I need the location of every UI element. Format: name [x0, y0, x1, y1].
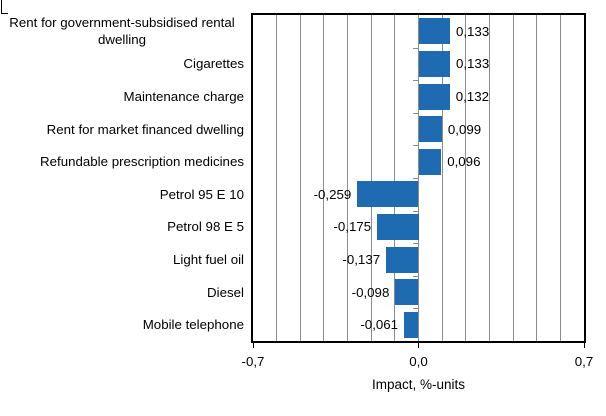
x-axis-tick-mark: [252, 343, 254, 348]
x-axis-tick-label: 0,7: [574, 354, 594, 369]
category-axis-tick: [413, 80, 418, 82]
category-label: Rent for market financed dwelling: [46, 121, 244, 137]
gridline: [559, 15, 561, 341]
value-label: -0,175: [333, 219, 372, 235]
bar: [418, 116, 442, 143]
bar: [418, 18, 450, 45]
category-axis-tick: [413, 145, 418, 147]
value-label: 0,096: [447, 154, 481, 170]
gridline: [347, 15, 349, 341]
zero-axis-line: [418, 15, 419, 341]
gridline: [394, 15, 396, 341]
gridline: [488, 15, 490, 341]
bar: [357, 181, 419, 208]
category-row: Cigarettes: [0, 48, 244, 81]
value-label: 0,133: [455, 56, 490, 72]
x-axis-title: Impact, %-units: [371, 377, 466, 392]
category-axis-tick: [413, 275, 418, 277]
gridline: [465, 15, 467, 341]
value-label: -0,061: [360, 317, 399, 333]
category-row: Rent for government-subsidised rental dw…: [0, 15, 244, 48]
category-axis-tick: [413, 47, 418, 49]
bar: [377, 213, 419, 240]
category-label: Maintenance charge: [123, 88, 245, 104]
category-row: Petrol 95 E 10: [0, 178, 244, 211]
value-label: -0,259: [313, 186, 352, 202]
category-row: Diesel: [0, 276, 244, 309]
category-row: Maintenance charge: [0, 80, 245, 113]
value-label: 0,132: [455, 89, 489, 104]
value-label: 0,099: [447, 121, 482, 137]
value-label: -0,098: [351, 284, 390, 300]
category-row: Rent for market financed dwelling: [0, 113, 244, 146]
gridline: [323, 15, 325, 341]
category-label: Diesel: [207, 284, 244, 300]
gridline: [299, 15, 301, 341]
plot-area: 0,133 0,133 0,132 0,099 0,096 -0,259 -0,175 -0,…: [251, 13, 586, 348]
category-row: Petrol 98 E 5: [0, 211, 244, 244]
category-label: Light fuel oil: [173, 251, 244, 267]
x-axis-tick-label: -0,7: [241, 354, 265, 369]
value-label: 0,133: [455, 23, 490, 39]
category-label: Mobile telephone: [142, 317, 244, 333]
gridline: [512, 15, 514, 341]
bar: [418, 83, 450, 110]
x-axis-tick-mark: [418, 343, 419, 348]
category-axis-tick: [413, 178, 418, 179]
bar: [418, 50, 450, 77]
bar: [395, 279, 419, 306]
gridline: [441, 15, 443, 341]
category-axis-tick: [413, 112, 418, 114]
category-row: Light fuel oil: [0, 243, 244, 276]
category-axis-tick: [413, 243, 418, 245]
category-label: Rent for government-subsidised rental dw…: [9, 15, 235, 48]
gridline: [370, 15, 372, 341]
bar: [386, 246, 419, 273]
category-label: Petrol 95 E 10: [159, 186, 244, 202]
category-row: Mobile telephone: [0, 308, 244, 341]
x-axis-tick-label: 0,0: [409, 354, 428, 369]
bar: [418, 148, 442, 175]
category-axis-tick: [413, 308, 418, 310]
value-label: -0,137: [342, 252, 381, 267]
x-axis-tick-mark: [583, 343, 585, 348]
gridline: [276, 15, 278, 341]
gridline: [536, 15, 538, 341]
category-axis-tick: [413, 210, 418, 212]
bar: [404, 311, 419, 338]
category-row: Refundable prescription medicines: [0, 145, 244, 178]
category-label: Petrol 98 E 5: [167, 219, 244, 235]
category-label: Refundable prescription medicines: [40, 154, 244, 170]
crop-corner-mark: [1, 0, 8, 14]
category-label: Cigarettes: [183, 56, 244, 72]
